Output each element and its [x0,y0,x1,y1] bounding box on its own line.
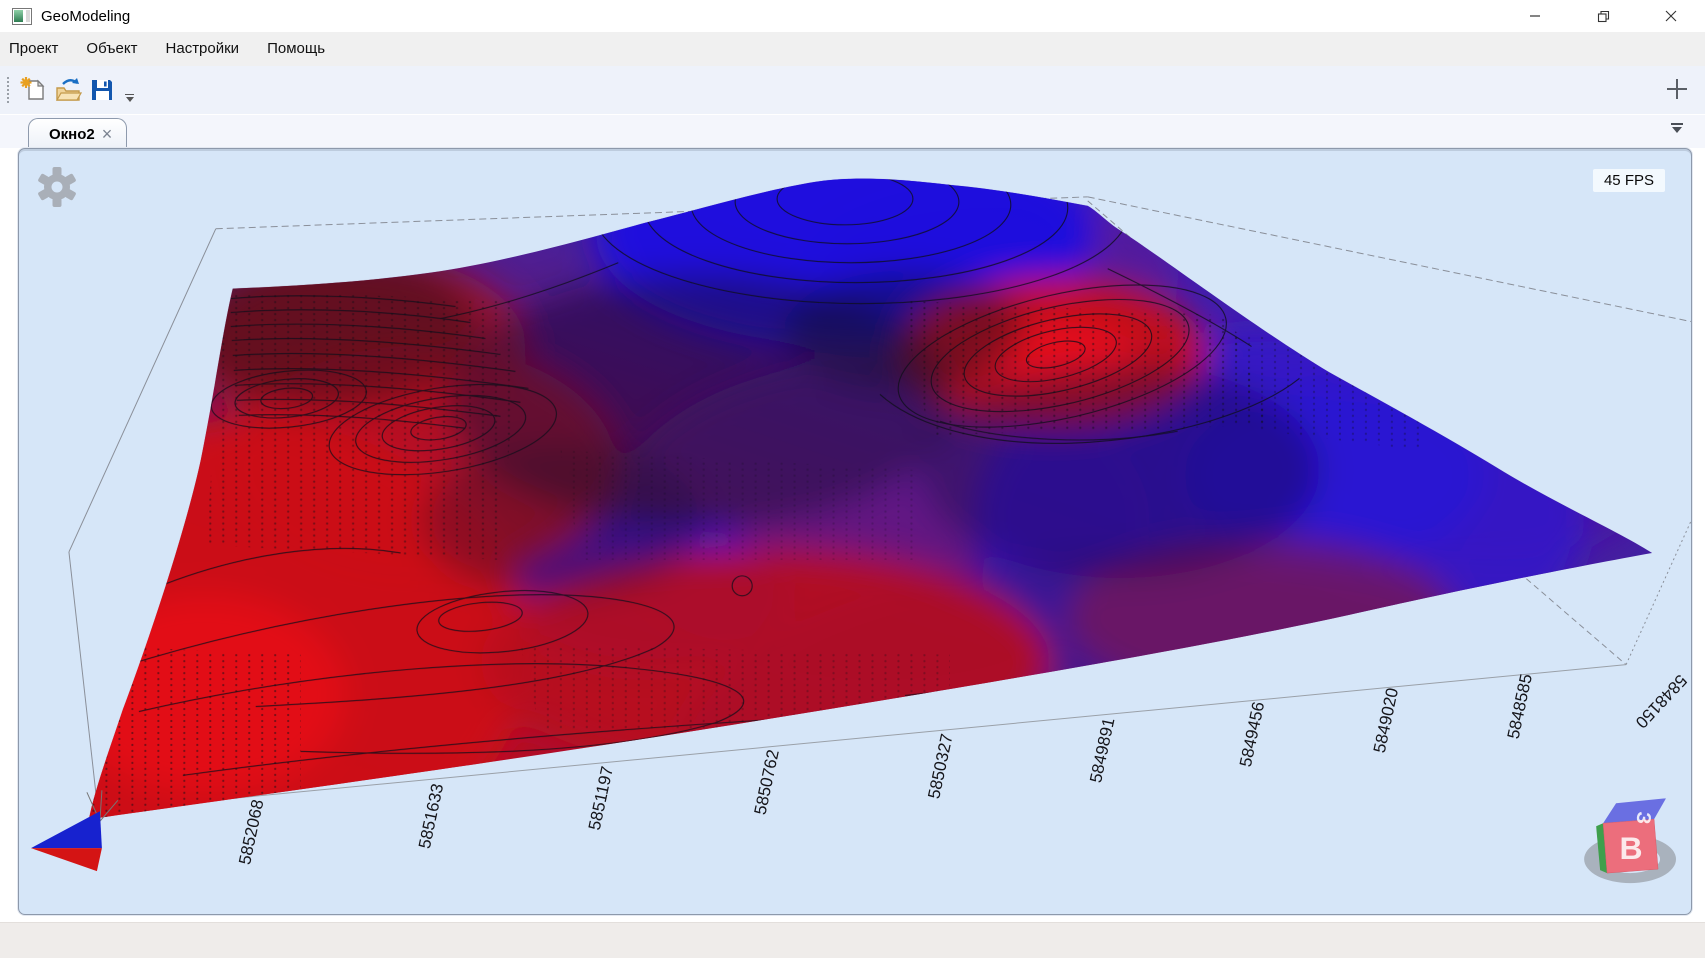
save-button[interactable] [85,73,119,107]
axis-label: 5849020 [1370,686,1402,754]
restore-button[interactable] [1569,0,1637,32]
app-logo-icon [12,7,32,25]
overflow-bar [125,94,134,95]
menu-settings[interactable]: Настройки [165,40,240,57]
tab-list-bar [1671,123,1683,125]
axis-label: 5848585 [1504,672,1536,740]
menu-help[interactable]: Помощь [267,40,326,57]
fps-counter: 45 FPS [1592,169,1665,192]
tab-okno2[interactable]: Окно2 × [28,118,128,149]
open-project-button[interactable] [51,73,85,107]
menu-bar: Проект Объект Настройки Помощь [0,32,1705,66]
tab-bar: Окно2 × [0,114,1705,149]
tab-list-button[interactable] [1667,123,1687,141]
window-title: GeoModeling [41,7,131,25]
tab-label: Окно2 [49,125,95,143]
minimize-button[interactable] [1501,0,1569,32]
axis-label: 5850762 [751,748,783,816]
view-cube-front-face [1602,818,1659,874]
gear-icon [38,167,76,207]
view-cube-top-face [1603,798,1667,824]
new-document-icon [20,77,45,100]
menu-object[interactable]: Объект [86,40,138,57]
3d-viewport[interactable]: 5852068 5851633 5851197 5850762 5850327 … [18,148,1692,915]
title-bar: GeoModeling [0,0,1705,32]
toolbar-grip[interactable] [7,77,9,103]
open-folder-icon [55,78,82,101]
terrain-surface [88,178,1653,820]
view-cube-top-label: З [1631,811,1654,826]
plus-icon [1667,79,1687,99]
view-cube-left-face [1596,823,1608,874]
axis-label: 5850327 [924,732,956,800]
window-controls [1501,0,1705,32]
chevron-down-icon [1672,127,1682,133]
add-window-button[interactable] [1663,76,1691,104]
viewport-settings-button[interactable] [35,165,79,209]
axis-label: 5849891 [1086,716,1118,784]
contour-lines [118,178,1300,776]
axis-label: 5849456 [1236,700,1268,768]
menu-project[interactable]: Проект [9,40,59,57]
close-button[interactable] [1637,0,1705,32]
axis-label: 5851633 [415,782,447,850]
axis-label: 5851197 [585,765,617,832]
tab-close-icon[interactable]: × [101,124,113,144]
view-cube-front-label: В [1620,830,1643,866]
minimize-icon [1530,15,1540,17]
save-icon [92,80,112,100]
close-icon [1665,10,1677,22]
toolbar [0,66,1705,114]
new-project-button[interactable] [17,73,51,107]
axis-label: 5848150 [1632,671,1691,732]
terrain-scene: 5852068 5851633 5851197 5850762 5850327 … [30,178,1691,884]
orientation-cone-icon [30,790,119,872]
view-cube[interactable]: В З [1584,798,1677,884]
restore-icon [1597,10,1609,22]
status-bar [0,922,1705,958]
axis-label: 5852068 [235,798,267,866]
toolbar-overflow-button[interactable] [125,94,134,102]
chevron-down-icon [125,97,134,102]
